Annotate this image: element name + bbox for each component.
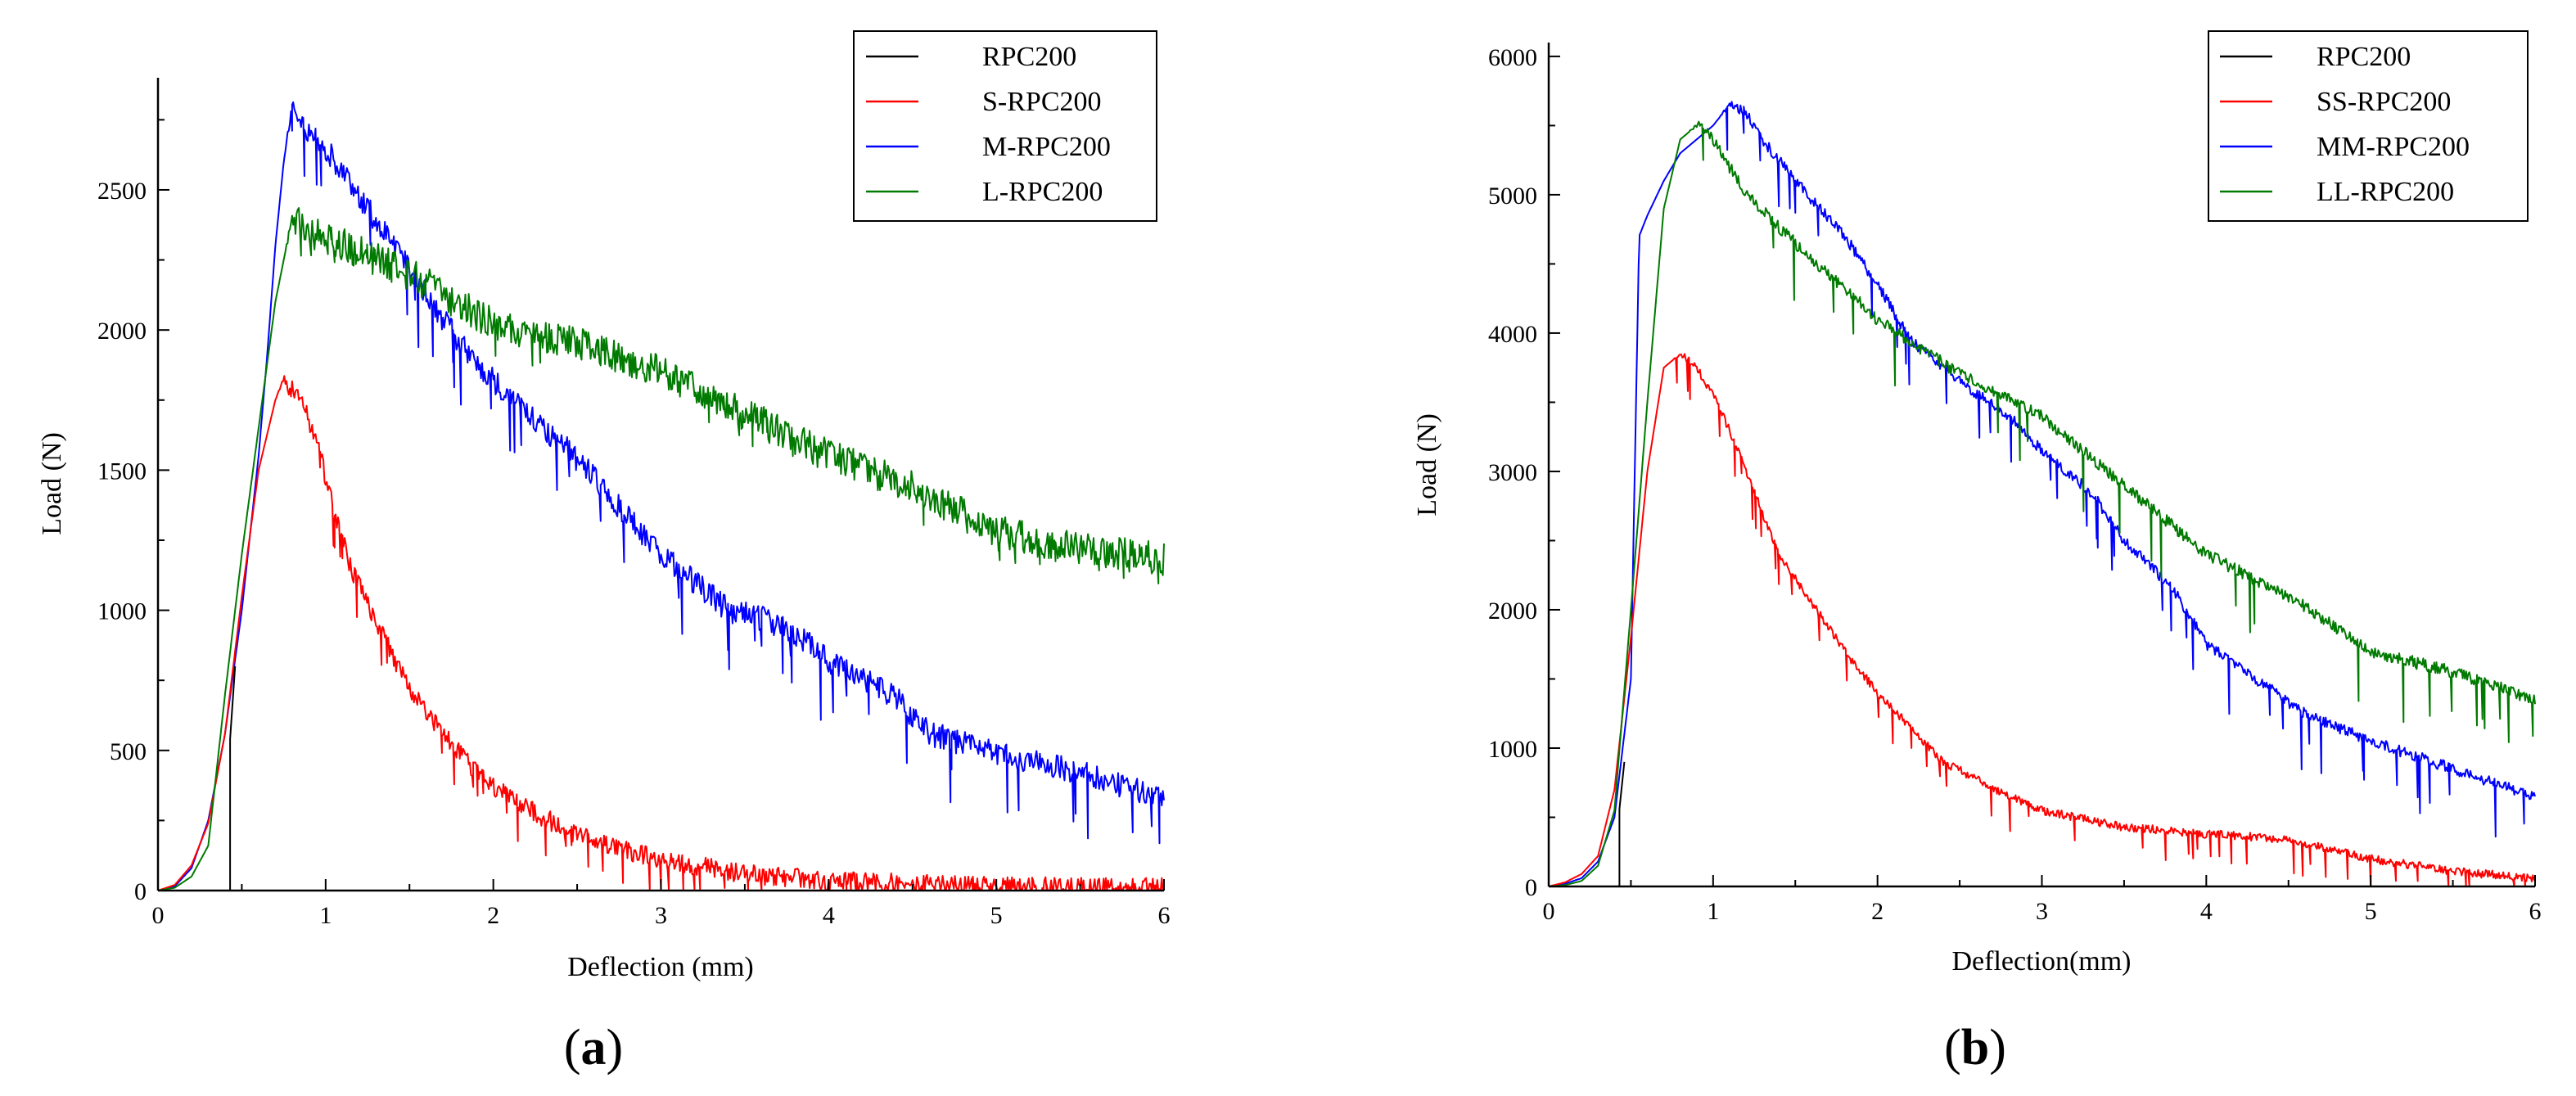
- panel-b-xtick-label: 3: [2036, 898, 2048, 925]
- panel-b-xtick-label: 2: [1871, 898, 1884, 925]
- panel-b-label: (b): [1944, 1020, 2006, 1076]
- panel-a-x-label: Deflection (mm): [567, 952, 754, 982]
- panel-a-ytick-label: 0: [134, 878, 147, 905]
- panel-a-legend-box: [853, 30, 1157, 222]
- panel-a-label: (a): [564, 1020, 623, 1076]
- panel-b-x-label: Deflection(mm): [1951, 946, 2131, 976]
- panel-b-xtick-label: 1: [1707, 898, 1719, 925]
- panel-b-ytick-label: 3000: [1488, 459, 1537, 486]
- legend-label-rpc200: RPC200: [982, 42, 1076, 72]
- panel-b-legend-box: [2208, 30, 2529, 222]
- panel-a-series-m-rpc200: [157, 101, 1165, 891]
- panel-a-xtick-label: 5: [990, 902, 1003, 929]
- panel-a-series-rpc200: [158, 666, 237, 891]
- legend-label-mm-rpc200: MM-RPC200: [2317, 132, 2470, 162]
- panel-a-ytick-label: 1000: [97, 598, 147, 625]
- panel-b-ytick-label: 0: [1525, 874, 1537, 901]
- panel-a-xtick-label: 6: [1158, 902, 1171, 929]
- panel-a-ytick-label: 500: [110, 738, 147, 765]
- panel-b-ytick-label: 6000: [1488, 44, 1537, 71]
- panel-a-ytick-label: 1500: [97, 458, 147, 485]
- panel-b: 0 1 2 3 4 5 6 0 1000 2000 3000 4000 5000 6000 Deflec…: [1412, 30, 2542, 1076]
- panel-a: 0 1 2 3 4 5 6 0 500 1000 1500 2000 2500 Deflection …: [37, 30, 1171, 1076]
- panel-a-series-s-rpc200: [157, 375, 1164, 891]
- legend-label-m-rpc200: M-RPC200: [982, 132, 1111, 162]
- panel-a-xtick-label: 0: [152, 902, 165, 929]
- panel-a-xtick-label: 1: [319, 902, 332, 929]
- legend-label-s-rpc200: S-RPC200: [982, 87, 1102, 117]
- panel-a-y-label: Load (N): [37, 432, 67, 535]
- panel-a-xtick-label: 2: [487, 902, 499, 929]
- panel-b-legend: RPC200 SS-RPC200 MM-RPC200 LL-RPC200: [2208, 30, 2529, 222]
- legend-label-ss-rpc200: SS-RPC200: [2317, 87, 2451, 117]
- panel-b-series-ss-rpc200: [1548, 353, 2536, 887]
- panel-a-x-ticks: 0 1 2 3 4 5 6: [152, 879, 1171, 929]
- panel-a-legend: RPC200 S-RPC200 M-RPC200 L-RPC200: [853, 30, 1157, 222]
- panel-a-y-ticks: 0 500 1000 1500 2000 2500: [97, 119, 169, 905]
- panel-a-ytick-label: 2500: [97, 178, 147, 205]
- panel-b-y-label: Load (N): [1412, 413, 1442, 516]
- panel-b-ytick-label: 5000: [1488, 183, 1537, 210]
- panel-b-ytick-label: 2000: [1488, 598, 1537, 625]
- panel-a-xtick-label: 4: [823, 902, 835, 929]
- legend-label-l-rpc200: L-RPC200: [982, 177, 1103, 207]
- panel-b-ytick-label: 1000: [1488, 736, 1537, 763]
- panel-b-series-mm-rpc200: [1548, 101, 2536, 887]
- panel-b-xtick-label: 0: [1543, 898, 1555, 925]
- panel-b-series-ll-rpc200: [1548, 120, 2536, 887]
- panel-b-ytick-label: 4000: [1488, 321, 1537, 348]
- panel-b-x-ticks: 0 1 2 3 4 5 6: [1543, 875, 2542, 925]
- panel-a-xtick-label: 3: [655, 902, 667, 929]
- panel-b-xtick-label: 5: [2365, 898, 2377, 925]
- panel-a-series-l-rpc200: [157, 207, 1165, 891]
- panel-b-xtick-label: 6: [2529, 898, 2542, 925]
- legend-label-rpc200: RPC200: [2317, 42, 2411, 72]
- legend-label-ll-rpc200: LL-RPC200: [2317, 177, 2454, 207]
- panel-a-ytick-label: 2000: [97, 318, 147, 345]
- panel-b-xtick-label: 4: [2200, 898, 2213, 925]
- panel-b-y-ticks: 0 1000 2000 3000 4000 5000 6000: [1488, 44, 1560, 901]
